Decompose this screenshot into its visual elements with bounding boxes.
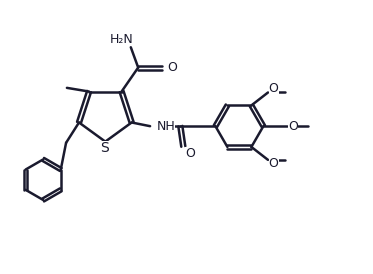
Text: O: O [269, 157, 279, 170]
Text: O: O [185, 147, 195, 160]
Text: NH: NH [157, 120, 175, 133]
Text: O: O [168, 61, 178, 74]
Text: O: O [288, 120, 298, 133]
Text: O: O [269, 82, 279, 95]
Text: H₂N: H₂N [110, 33, 134, 46]
Text: S: S [100, 141, 109, 155]
